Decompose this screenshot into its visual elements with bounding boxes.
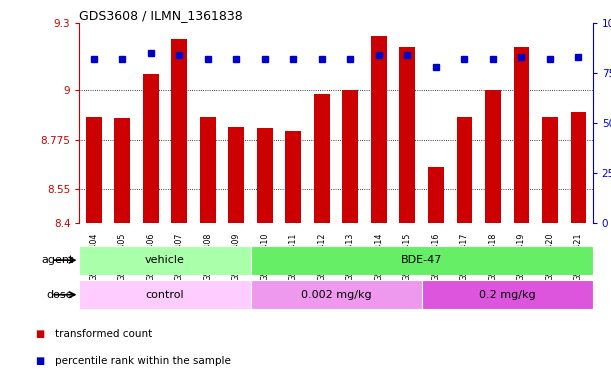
Bar: [143, 74, 159, 223]
Text: transformed count: transformed count: [55, 329, 152, 339]
Bar: [251, 280, 422, 309]
Bar: [314, 94, 330, 223]
Bar: [428, 167, 444, 223]
Bar: [200, 118, 216, 223]
Bar: [79, 280, 251, 309]
Bar: [251, 246, 593, 275]
Text: agent: agent: [41, 255, 73, 265]
Text: vehicle: vehicle: [145, 255, 185, 265]
Bar: [422, 280, 593, 309]
Bar: [371, 36, 387, 223]
Bar: [513, 48, 529, 223]
Text: 0.2 mg/kg: 0.2 mg/kg: [479, 290, 535, 300]
Bar: [229, 127, 244, 223]
Text: ■: ■: [35, 329, 45, 339]
Bar: [343, 89, 358, 223]
Bar: [79, 246, 251, 275]
Text: 0.002 mg/kg: 0.002 mg/kg: [301, 290, 371, 300]
Bar: [257, 128, 273, 223]
Bar: [400, 48, 415, 223]
Bar: [285, 131, 301, 223]
Text: GDS3608 / ILMN_1361838: GDS3608 / ILMN_1361838: [79, 9, 243, 22]
Bar: [456, 118, 472, 223]
Text: percentile rank within the sample: percentile rank within the sample: [55, 356, 231, 366]
Bar: [571, 112, 587, 223]
Bar: [114, 118, 130, 223]
Text: ■: ■: [35, 356, 45, 366]
Text: dose: dose: [47, 290, 73, 300]
Bar: [542, 118, 558, 223]
Bar: [171, 38, 187, 223]
Text: BDE-47: BDE-47: [401, 255, 442, 265]
Bar: [86, 118, 101, 223]
Bar: [485, 89, 501, 223]
Text: control: control: [145, 290, 185, 300]
